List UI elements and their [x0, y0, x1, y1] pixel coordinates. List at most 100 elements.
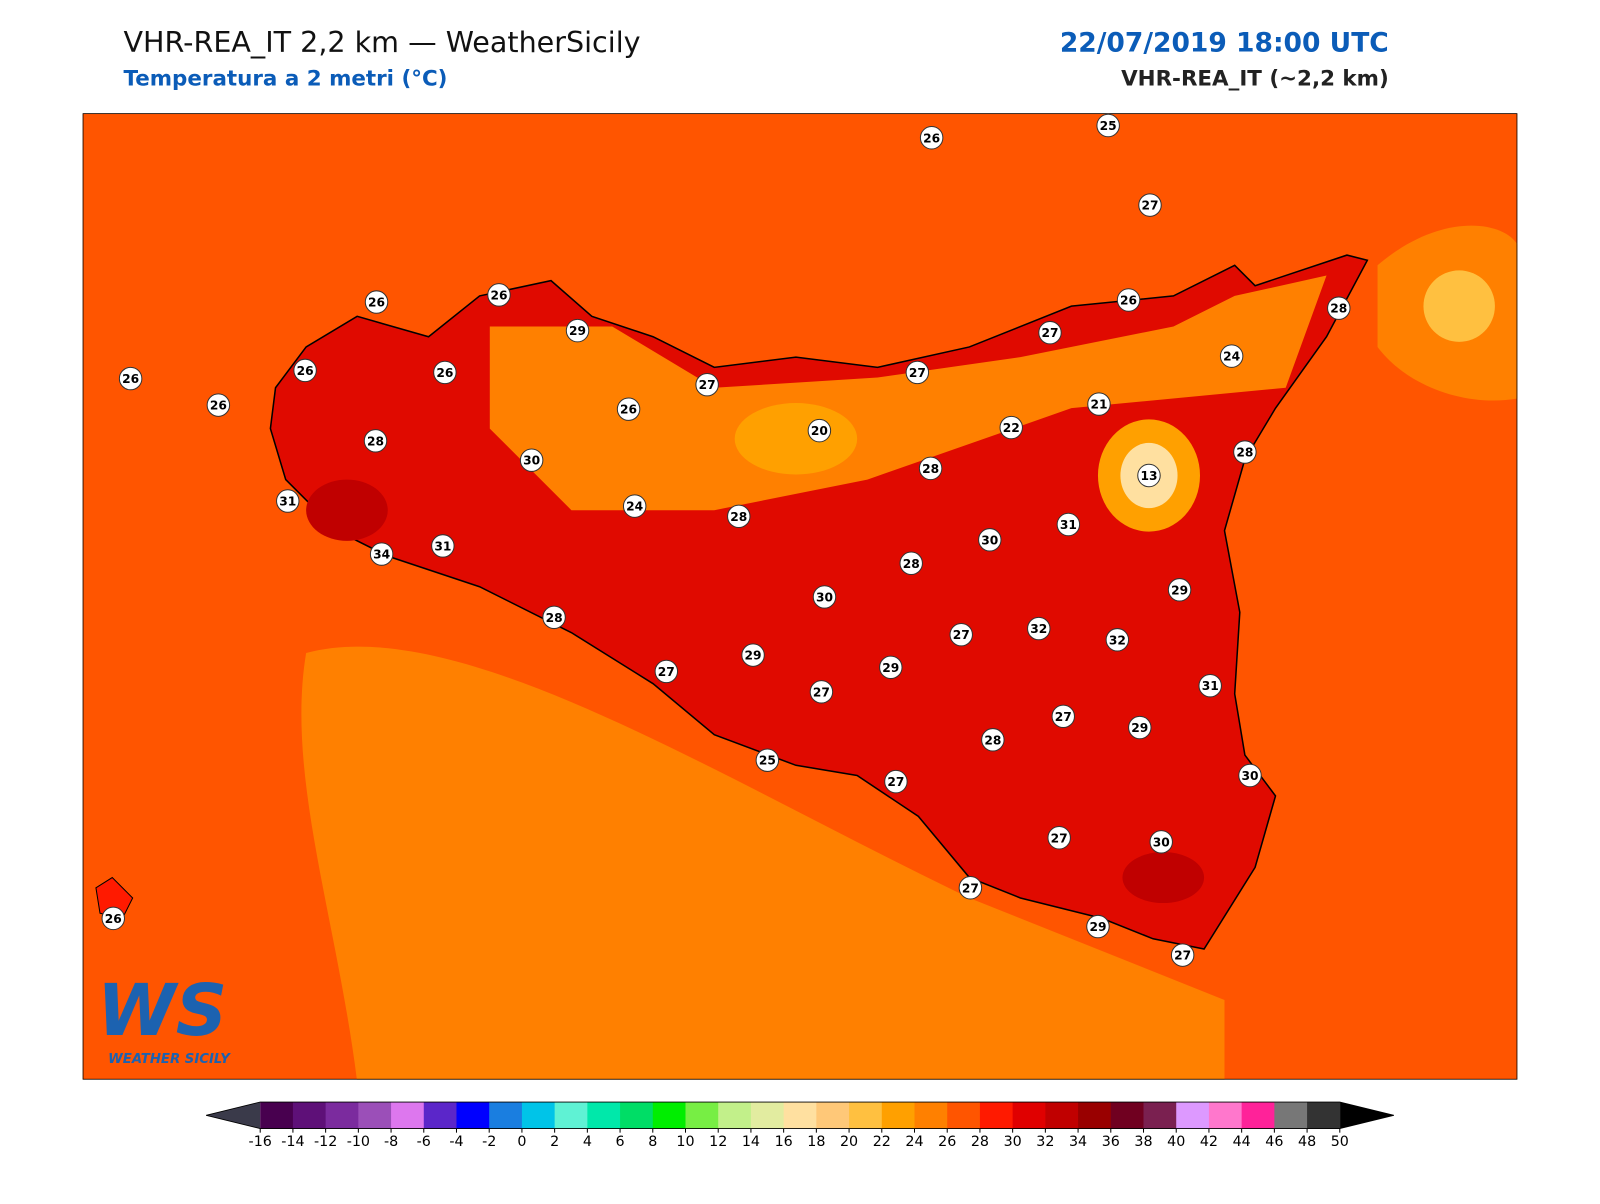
colorbar-tick-label: 46 — [1265, 1134, 1283, 1150]
station-value: 28 — [922, 462, 939, 476]
station-value: 28 — [903, 557, 920, 571]
station-marker — [809, 680, 834, 704]
colorbar-tick-label: 30 — [1004, 1134, 1022, 1150]
colorbar-tick-label: 8 — [648, 1134, 657, 1150]
station-marker — [1219, 344, 1244, 368]
station-marker — [1105, 628, 1130, 652]
station-value: 30 — [1241, 769, 1258, 783]
station-marker — [695, 372, 719, 397]
station-value: 34 — [373, 548, 390, 562]
station-value: 30 — [816, 590, 833, 604]
colorbar-tick-label: -8 — [384, 1134, 398, 1150]
colorbar: -16 -14 -12 -10 -8 -6 -4 -2 0 2 4 6 8 10 12 14 16 18 20 22 2… — [206, 1101, 1394, 1150]
colorbar-box — [587, 1102, 621, 1129]
station-value: 28 — [1236, 446, 1253, 460]
colorbar-outline — [206, 1101, 1394, 1129]
colorbar-tick-label: -2 — [482, 1134, 496, 1150]
station-marker — [487, 283, 511, 307]
colorbar-box — [554, 1102, 588, 1129]
station-value: 27 — [953, 628, 970, 642]
colorbar-box — [1208, 1102, 1243, 1129]
colorbar-tick-label: 14 — [742, 1134, 760, 1150]
station-marker — [276, 489, 300, 513]
colorbar-box — [456, 1102, 490, 1129]
station-marker — [1198, 673, 1222, 698]
station-value: 25 — [759, 754, 776, 768]
colorbar-box — [423, 1102, 458, 1129]
station-value: 31 — [279, 495, 296, 509]
station-marker — [958, 876, 983, 900]
station-value: 26 — [210, 399, 227, 413]
station-value: 29 — [1089, 920, 1106, 934]
stations: 26 25 27 26 26 29 26 26 26 26 27 26 27 27 26 28 24 20 22 21… — [101, 113, 1351, 967]
station-value: 27 — [1051, 831, 1068, 845]
station-value: 24 — [626, 500, 643, 514]
colorbar-box — [1012, 1102, 1046, 1129]
colorbar-tick-label: 34 — [1069, 1134, 1087, 1150]
station-value: 28 — [546, 611, 563, 625]
station-marker — [1327, 296, 1351, 320]
station-marker — [616, 397, 641, 421]
colorbar-tick-label: 16 — [775, 1134, 793, 1150]
colorbar-tick-label: 32 — [1036, 1134, 1054, 1150]
station-marker — [1138, 193, 1162, 217]
colorbar-box — [1274, 1102, 1308, 1129]
station-marker — [905, 360, 930, 385]
colorbar-box — [521, 1102, 556, 1129]
station-value: 26 — [490, 288, 507, 302]
colorbar-under — [206, 1102, 261, 1129]
station-value: 27 — [909, 366, 926, 380]
station-marker — [1170, 943, 1195, 967]
colorbar-box — [292, 1102, 327, 1129]
logo-mark: WS — [97, 969, 227, 1052]
colorbar-box — [750, 1102, 785, 1129]
station-marker — [981, 728, 1005, 752]
colorbar-box — [358, 1102, 392, 1129]
colorbar-tick-label: 36 — [1102, 1134, 1120, 1150]
station-marker — [364, 290, 389, 314]
station-value: 26 — [368, 296, 385, 310]
colorbar-box — [652, 1102, 687, 1129]
colorbar-tick-label: -6 — [417, 1134, 431, 1150]
station-value: 29 — [745, 649, 762, 663]
station-marker — [1116, 288, 1141, 312]
station-value: 13 — [1140, 469, 1157, 483]
station-value: 25 — [1100, 119, 1117, 133]
colorbar-tick-label: -4 — [449, 1134, 463, 1150]
station-marker — [363, 429, 388, 453]
colorbar-box — [1241, 1102, 1275, 1129]
station-marker — [369, 542, 394, 566]
colorbar-box — [489, 1102, 523, 1129]
station-value: 27 — [1174, 949, 1191, 963]
station-value: 27 — [887, 775, 904, 789]
title: VHR-REA_IT 2,2 km — WeatherSicily — [123, 25, 640, 59]
station-value: 27 — [962, 881, 979, 895]
station-marker — [918, 456, 943, 481]
station-marker — [1051, 704, 1075, 729]
station-value: 27 — [813, 685, 830, 699]
colorbar-tick-label: -10 — [347, 1134, 370, 1150]
station-value: 29 — [882, 661, 899, 675]
station-marker — [1233, 440, 1257, 464]
colorbar-box — [816, 1102, 850, 1129]
station-marker — [755, 748, 780, 772]
station-value: 28 — [730, 510, 747, 524]
logo-text: WEATHER SICILY — [108, 1052, 231, 1067]
colorbar-tick-label: -16 — [249, 1134, 272, 1150]
station-marker — [727, 504, 751, 529]
station-value: 26 — [436, 366, 453, 380]
station-value: 29 — [1171, 583, 1188, 597]
station-value: 26 — [923, 131, 940, 145]
colorbar-box — [1176, 1102, 1210, 1129]
station-value: 31 — [434, 539, 451, 553]
colorbar-box — [391, 1102, 425, 1129]
colorbar-tick-label: 6 — [616, 1134, 625, 1150]
station-marker — [884, 769, 908, 794]
station-marker — [1149, 830, 1173, 854]
station-marker — [1137, 463, 1161, 488]
station-marker — [433, 360, 457, 385]
colorbar-box — [849, 1102, 883, 1129]
station-value: 29 — [569, 324, 586, 338]
colorbar-over — [1339, 1102, 1394, 1129]
station-value: 30 — [981, 533, 998, 547]
